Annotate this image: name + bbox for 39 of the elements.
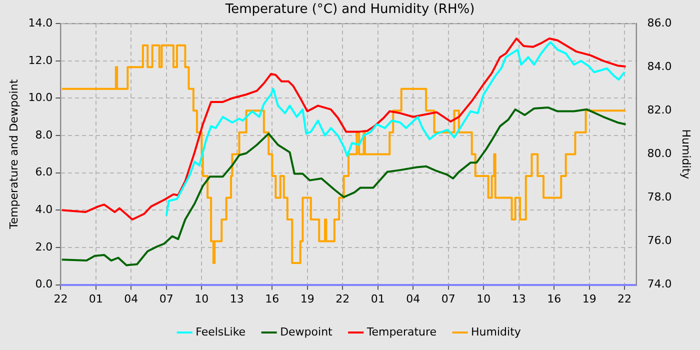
legend-label: FeelsLike [196,325,246,338]
y-axis-title: Temperature and Dewpoint [7,78,20,230]
x-tick-label: 22 [618,292,632,306]
y2-tick-label: 82.0 [647,104,672,117]
y-tick-label: 6.0 [35,166,53,179]
x-tick-label: 19 [300,292,314,306]
chart-title: Temperature (°C) and Humidity (RH%) [224,2,475,18]
x-tick-label: 01 [370,292,385,306]
y2-axis-title: Humidity [680,129,693,180]
y-tick-label: 0.0 [35,278,53,291]
y2-tick-label: 86.0 [647,16,672,30]
legend-label: Dewpoint [280,325,334,338]
x-tick-label: 13 [512,292,526,306]
x-tick-label: 22 [336,292,350,306]
x-tick-label: 10 [476,292,491,306]
y-tick-label: 14.0 [28,16,53,30]
legend-label: Humidity [471,325,522,338]
x-tick-label: 22 [54,292,68,306]
y-tick-label: 2.0 [35,240,53,254]
y-tick-label: 4.0 [35,203,53,216]
x-tick-label: 10 [194,292,209,306]
x-tick-label: 01 [88,292,103,306]
y-tick-label: 12.0 [28,54,53,67]
y2-tick-label: 74.0 [647,278,672,291]
y-tick-label: 10.0 [28,91,53,104]
x-tick-label: 07 [159,292,174,306]
y2-tick-label: 76.0 [647,234,672,248]
y2-tick-label: 78.0 [647,190,672,204]
x-tick-label: 13 [230,292,244,306]
x-tick-label: 16 [265,292,280,306]
legend-label: Temperature [366,325,437,338]
y-tick-label: 8.0 [35,128,53,142]
x-tick-label: 07 [441,292,456,306]
y2-tick-label: 84.0 [647,60,672,73]
x-tick-label: 04 [124,292,138,306]
y2-tick-label: 80.0 [647,147,672,160]
x-tick-label: 16 [547,292,562,306]
x-tick-label: 19 [582,292,596,306]
x-tick-label: 04 [406,292,420,306]
